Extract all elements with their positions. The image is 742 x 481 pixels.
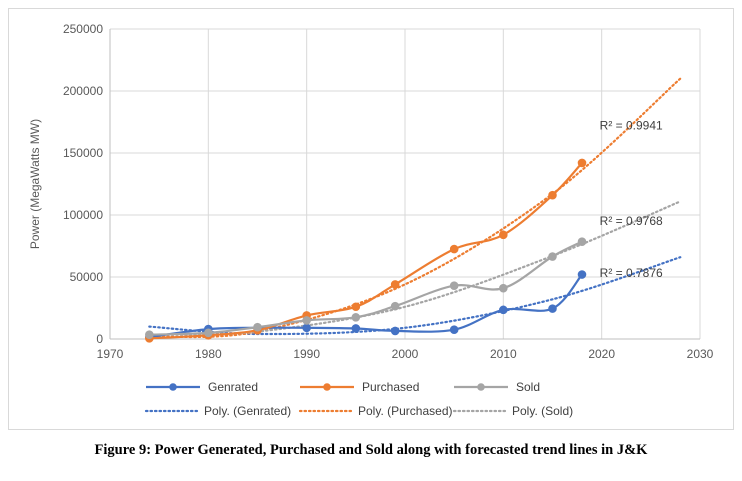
- r2-label: R² = 0.7876: [600, 266, 663, 280]
- data-point: [351, 324, 361, 333]
- legend-marker: [477, 383, 485, 391]
- y-axis-title: Power (MegaWatts MW): [28, 119, 42, 249]
- data-point: [390, 326, 400, 336]
- legend-label: Poly. (Purchased): [358, 404, 452, 418]
- x-tick-label: 2000: [392, 347, 419, 361]
- data-point: [577, 270, 587, 279]
- r2-label: R² = 0.9941: [600, 119, 663, 133]
- data-point: [390, 280, 400, 289]
- data-point: [499, 305, 508, 315]
- legend-label: Poly. (Genrated): [204, 404, 291, 418]
- x-tick-label: 2030: [687, 347, 714, 361]
- legend: Genrated Purchased Sold Poly. (Genrated) Pol…: [144, 380, 573, 418]
- data-point: [390, 301, 400, 311]
- y-tick-label: 50000: [70, 270, 104, 284]
- legend-marker: [323, 383, 331, 391]
- x-tick-label: 2010: [490, 347, 517, 361]
- data-series: [145, 158, 587, 343]
- data-point: [449, 325, 459, 335]
- data-point: [351, 302, 361, 312]
- data-point: [577, 158, 587, 168]
- y-tick-label: 200000: [63, 84, 103, 98]
- data-point: [499, 230, 508, 240]
- gridlines: [110, 28, 701, 339]
- y-tick-label: 100000: [63, 208, 103, 222]
- data-point: [449, 244, 459, 254]
- data-point: [145, 330, 154, 339]
- chart-frame: 0 50000 100000 150000 200000 250000 1970 1980 19…: [8, 8, 734, 430]
- r2-label: R² = 0.9768: [600, 214, 663, 228]
- data-point: [253, 322, 262, 332]
- y-tick-label: 250000: [63, 22, 103, 36]
- data-point: [548, 304, 557, 313]
- figure-caption: Figure 9: Power Generated, Purchased and…: [94, 442, 648, 458]
- legend-label: Sold: [516, 380, 540, 394]
- data-point: [548, 190, 557, 200]
- data-point: [302, 316, 311, 325]
- x-tick-label: 1980: [195, 347, 222, 361]
- legend-label: Genrated: [208, 380, 258, 394]
- legend-marker: [169, 383, 177, 391]
- data-point: [302, 323, 311, 333]
- x-tick-label: 1990: [293, 347, 320, 361]
- tick-labels: 0 50000 100000 150000 200000 250000 1970 1980 19…: [63, 22, 714, 361]
- series-line-0: [149, 273, 583, 339]
- x-tick-label: 1970: [97, 347, 124, 361]
- x-tick-label: 2020: [588, 347, 615, 361]
- legend-label: Poly. (Sold): [512, 404, 573, 418]
- data-point: [204, 328, 213, 338]
- y-tick-label: 150000: [63, 146, 103, 160]
- power-chart: 0 50000 100000 150000 200000 250000 1970 1980 19…: [28, 22, 714, 418]
- data-point: [577, 237, 587, 246]
- y-tick-label: 0: [96, 332, 103, 346]
- trendline-1: [148, 77, 682, 339]
- series-line-1: [149, 162, 583, 340]
- r2-labels: R² = 0.7876 R² = 0.9941 R² = 0.9768: [600, 119, 663, 281]
- data-point: [351, 313, 361, 322]
- data-point: [449, 281, 459, 290]
- series-line-2: [149, 240, 583, 336]
- legend-label: Purchased: [362, 380, 419, 394]
- data-point: [499, 283, 508, 293]
- data-point: [548, 252, 557, 261]
